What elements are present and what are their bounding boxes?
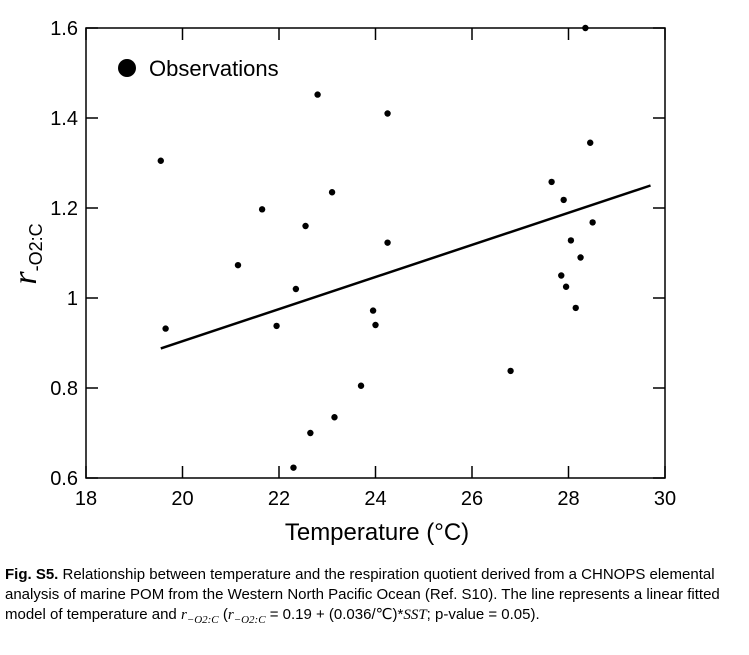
data-point: [589, 219, 596, 226]
x-tick-label: 28: [557, 488, 579, 510]
plot-area-frame: [85, 27, 666, 479]
x-tick-label: 30: [654, 488, 676, 510]
data-point: [302, 222, 309, 230]
data-point: [577, 254, 584, 261]
y-axis-title: r-O2:C: [7, 223, 46, 284]
caption-text-3: = 0.19 + (0.036/℃)*: [265, 606, 404, 623]
data-point: [290, 464, 297, 471]
data-point: [258, 206, 266, 213]
data-point: [587, 139, 594, 146]
x-tick-label: 20: [171, 488, 193, 510]
caption-math-1-sub: −O2:C: [186, 614, 219, 626]
data-point: [292, 285, 300, 293]
data-point: [314, 91, 321, 98]
legend-label: Observations: [149, 56, 279, 81]
data-point: [567, 237, 575, 244]
data-point: [562, 283, 570, 290]
y-tick-label: 1.6: [50, 18, 78, 40]
data-point: [507, 367, 514, 375]
x-axis-title: Temperature (°C): [285, 519, 469, 546]
x-tick-label: 26: [461, 488, 483, 510]
data-point: [548, 178, 555, 186]
x-tick-label: 24: [364, 488, 386, 510]
fit-line: [160, 184, 651, 350]
x-tick-label: 18: [75, 488, 97, 510]
y-axis-title-main: r: [7, 271, 44, 285]
caption-math-2: r: [227, 607, 234, 623]
data-point: [234, 261, 242, 269]
data-points: [157, 24, 596, 471]
x-tick-label: 22: [268, 488, 290, 510]
caption-math-2-sub: −O2:C: [233, 614, 266, 626]
y-tick-label: 1: [67, 288, 78, 310]
y-tick-label: 0.8: [50, 378, 78, 400]
data-point: [384, 110, 391, 117]
data-point: [357, 382, 365, 389]
scatter-chart: 18 20 22 24 26 28 30 0.6 0.8 1 1.2 1.4 1.6 Observati…: [7, 18, 676, 546]
data-point: [162, 325, 169, 332]
data-point: [560, 196, 567, 204]
data-point: [582, 24, 589, 32]
data-point: [369, 307, 377, 314]
y-axis-title-sub: -O2:C: [26, 223, 46, 271]
data-point: [372, 321, 379, 329]
legend-marker: [118, 59, 136, 77]
caption-figure-label: Fig. S5.: [5, 566, 59, 583]
data-point: [572, 304, 579, 312]
tick-labels: 18 20 22 24 26 28 30 0.6 0.8 1 1.2 1.4 1.6: [50, 18, 676, 510]
caption-text-2: (: [218, 606, 228, 623]
y-tick-label: 1.2: [50, 198, 78, 220]
figure-caption: Fig. S5. Relationship between temperatur…: [5, 565, 743, 630]
data-point: [328, 189, 336, 196]
data-point: [331, 414, 338, 421]
caption-math-1: r: [180, 607, 187, 623]
data-point: [273, 322, 280, 330]
caption-text-4: ; p-value = 0.05).: [426, 606, 540, 623]
y-tick-label: 0.6: [50, 468, 78, 490]
axis-ticks: [85, 27, 666, 479]
data-point: [558, 272, 565, 279]
legend: Observations: [118, 56, 279, 81]
data-point: [384, 239, 391, 246]
svg-text:r-O2:C: r-O2:C: [7, 223, 46, 284]
data-point: [157, 157, 164, 164]
data-point: [307, 429, 314, 437]
caption-math-3: SST: [403, 607, 427, 623]
caption-text-1: Relationship between temperature and the…: [5, 566, 720, 623]
y-tick-label: 1.4: [50, 108, 78, 130]
